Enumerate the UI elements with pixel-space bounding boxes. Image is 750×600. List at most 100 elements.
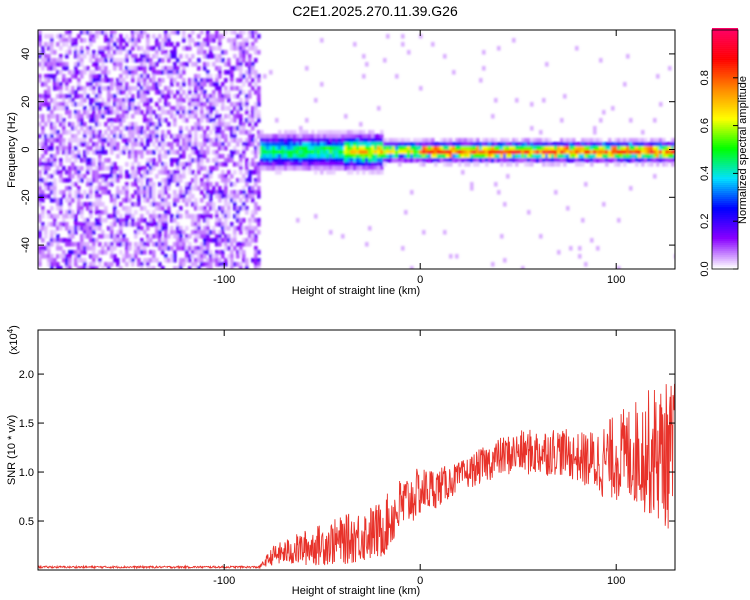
spectrogram-cell <box>563 154 567 159</box>
spectrogram-cell <box>95 238 99 243</box>
spectrogram-cell <box>239 170 243 175</box>
spectrogram-cell <box>119 34 123 39</box>
spectrogram-cell <box>116 58 120 63</box>
spectrogram-cell <box>251 46 255 51</box>
spectrogram-cell <box>194 246 198 251</box>
spectrogram-cell <box>86 182 90 187</box>
spectrogram-cell <box>272 146 276 151</box>
spectrogram-cell <box>257 174 261 179</box>
spectrogram-cell <box>218 262 222 267</box>
spectrogram-cell <box>128 258 132 263</box>
spectrogram-cell <box>140 66 144 71</box>
spectrogram-cell <box>71 250 75 255</box>
spectrogram-cell <box>191 250 195 255</box>
spectrogram-cell <box>176 158 180 163</box>
spectrogram-cell <box>200 102 204 107</box>
spectrogram-cell <box>260 162 264 167</box>
spectrogram-cell <box>182 66 186 71</box>
spectrogram-cell <box>152 210 156 215</box>
spectrogram-cell <box>587 138 591 143</box>
colorbar: 0.00.20.40.60.8 Normalized spectral ampl… <box>699 28 749 277</box>
spectrogram-cell <box>167 54 171 59</box>
spectrogram-cell <box>212 142 216 147</box>
spectrogram-cell <box>155 146 159 151</box>
spectrogram-cell <box>251 186 255 191</box>
spectrogram-cell <box>215 162 219 167</box>
spectrogram-cell <box>434 150 438 155</box>
spectrogram-cell <box>122 134 126 139</box>
spectrogram-cell <box>221 266 225 269</box>
spectrogram-cell <box>617 142 621 147</box>
spectrogram-cell <box>569 146 573 151</box>
spectrogram-cell <box>188 242 192 247</box>
spectrogram-cell <box>260 138 264 143</box>
spectrogram-cell <box>653 150 657 155</box>
spectrogram-cell <box>236 150 240 155</box>
spectrogram-cell <box>401 150 405 155</box>
spectrogram-cell <box>164 246 168 251</box>
spectrogram-cell <box>104 218 108 223</box>
spectrogram-cell <box>194 86 198 91</box>
spectrogram-cell <box>101 234 105 239</box>
spectrogram-cell <box>185 182 189 187</box>
spectrogram-cell <box>59 58 63 63</box>
spectrogram-cell <box>83 262 87 267</box>
spectrogram-cell <box>56 246 60 251</box>
spectrogram-cell <box>635 138 639 143</box>
spectrogram-cell <box>125 162 129 167</box>
spectrogram-cell <box>323 162 327 167</box>
spectrogram-cell <box>86 142 90 147</box>
spectrogram-cell <box>89 70 93 75</box>
spectrogram-cell <box>149 86 153 91</box>
spectrogram-cell <box>146 98 150 103</box>
spectrogram-cell <box>50 238 54 243</box>
spectrogram-cell <box>110 262 114 267</box>
spectrogram-cell <box>479 78 483 83</box>
spectrogram-cell <box>101 250 105 255</box>
colorbar-step <box>712 176 738 179</box>
spectrogram-cell <box>347 158 351 163</box>
spectrogram-cell <box>248 162 252 167</box>
spectrogram-cell <box>611 106 615 111</box>
spectrogram-cell <box>59 190 63 195</box>
spectrogram-cell <box>158 114 162 119</box>
spectrogram-cell <box>668 158 672 163</box>
spectrogram-cell <box>218 154 222 159</box>
spectrogram-cell <box>44 74 48 79</box>
spectrogram-cell <box>83 86 87 91</box>
colorbar-step <box>712 230 738 234</box>
spectrogram-cell <box>254 74 258 79</box>
spectrogram-cell <box>242 150 246 155</box>
spectrogram-cell <box>134 230 138 235</box>
spectrogram-cell <box>512 150 516 155</box>
spectrogram-cell <box>113 194 117 199</box>
spectrogram-cell <box>527 158 531 163</box>
spectrogram-cell <box>164 166 168 171</box>
spectrogram-cell <box>311 158 315 163</box>
spectrogram-cell <box>182 46 186 51</box>
spectrogram-cell <box>254 110 258 115</box>
spectrogram-cell <box>458 150 462 155</box>
spectrogram-cell <box>50 190 54 195</box>
spectrogram-cell <box>554 158 558 163</box>
spectrogram-cell <box>461 138 465 143</box>
snr-scale-label: (x104) <box>6 325 20 355</box>
spectrogram-cell <box>158 206 162 211</box>
spectrogram-cell <box>500 234 504 239</box>
spectrogram-cell <box>659 102 663 107</box>
spectrogram-cell <box>641 138 645 143</box>
spectrogram-cell <box>239 250 243 255</box>
spectrogram-cell <box>443 150 447 155</box>
spectrogram-cell <box>353 166 357 171</box>
spectrogram-cell <box>383 142 387 147</box>
spectrogram-cell <box>320 146 324 151</box>
spectrogram-cell <box>437 158 441 163</box>
spectrogram-cell <box>158 234 162 239</box>
spectrogram-cell <box>251 138 255 143</box>
spectrogram-cell <box>146 266 150 269</box>
spectrogram-cell <box>65 54 69 59</box>
spectrogram-cell <box>134 58 138 63</box>
spectrogram-cell <box>209 78 213 83</box>
spectrogram-cell <box>89 210 93 215</box>
snr-scale-suffix: ) <box>8 325 20 329</box>
